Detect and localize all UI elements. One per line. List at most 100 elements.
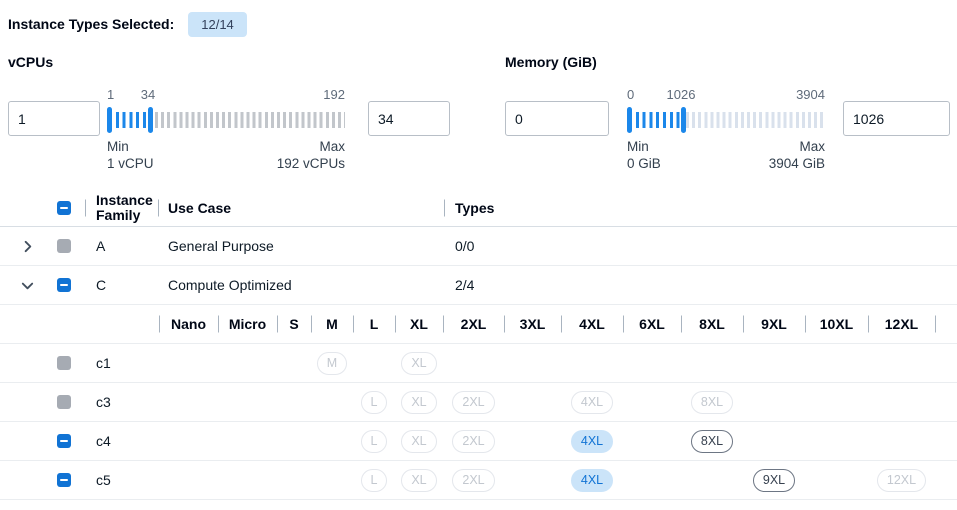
- chip-c4-l: L: [360, 429, 388, 453]
- vcpus-max-label: Max: [319, 139, 345, 154]
- size-header-10xl: 10XL: [805, 305, 868, 343]
- vcpus-inactive-ticks: [155, 112, 345, 128]
- family-a-name: A: [96, 238, 106, 254]
- vcpus-scale-labels: 1 34 192: [107, 87, 345, 105]
- chip-c5-9xl[interactable]: 9XL: [752, 468, 796, 492]
- vcpus-label: vCPUs: [8, 54, 54, 70]
- size-header-6xl: 6XL: [623, 305, 681, 343]
- vcpus-max-input[interactable]: [368, 101, 450, 136]
- chip-c4-xl: XL: [401, 429, 437, 453]
- instance-c5-checkbox[interactable]: [57, 473, 71, 487]
- vcpus-min-label: Min: [107, 139, 129, 154]
- chip-c1-m: M: [316, 351, 348, 375]
- size-header-micro: Micro: [218, 305, 277, 343]
- chip-c4-8xl[interactable]: 8XL: [690, 429, 734, 453]
- instance-row-c1: c1 M XL: [0, 344, 957, 383]
- vcpus-minmax-labels: Min 1 vCPU Max 192 vCPUs: [107, 138, 345, 172]
- size-header-xl: XL: [395, 305, 443, 343]
- chip-c1-xl: XL: [401, 351, 437, 375]
- select-all-checkbox[interactable]: [57, 201, 71, 215]
- vcpus-scale-current: 34: [140, 87, 156, 102]
- memory-max-label: Max: [799, 139, 825, 154]
- family-a-types-count: 0/0: [455, 238, 475, 254]
- family-c-types-count: 2/4: [455, 277, 475, 293]
- memory-scale-labels: 0 1026 3904: [627, 87, 825, 105]
- family-c-name: C: [96, 277, 107, 293]
- memory-scale-start: 0: [627, 87, 635, 102]
- vcpus-min-handle[interactable]: [107, 107, 112, 133]
- instance-family-table: Instance Family Use Case Types A General…: [0, 190, 957, 500]
- memory-max-input[interactable]: [843, 101, 950, 136]
- vcpus-min-sublabel: 1 vCPU: [107, 156, 154, 171]
- size-header-nano: Nano: [159, 305, 218, 343]
- memory-min-input[interactable]: [505, 101, 609, 136]
- chip-c5-xl: XL: [401, 468, 437, 492]
- size-header-row: Nano Micro S M L XL 2XL 3XL 4XL 6XL 8XL …: [0, 305, 957, 344]
- memory-min-handle[interactable]: [627, 107, 632, 133]
- memory-scale-current: 1026: [666, 87, 696, 102]
- chevron-down-icon: [21, 282, 34, 289]
- instance-row-c4: c4 L XL 2XL 4XL 8XL: [0, 422, 957, 461]
- instance-c3-name: c3: [96, 394, 111, 410]
- column-header-use-case: Use Case: [158, 190, 444, 226]
- vcpus-slider-track[interactable]: [107, 107, 345, 133]
- memory-filter: Memory (GiB) 0 1026 3904 Min: [505, 54, 950, 172]
- size-header-4xl: 4XL: [561, 305, 623, 343]
- instance-c4-name: c4: [96, 433, 111, 449]
- memory-label: Memory (GiB): [505, 54, 597, 70]
- size-header-8xl: 8XL: [681, 305, 743, 343]
- chip-c4-2xl: 2XL: [452, 429, 495, 453]
- filters-section: vCPUs 1 34 192 Min 1 vCPU: [0, 54, 957, 172]
- instance-c1-checkbox[interactable]: [57, 356, 71, 370]
- size-header-9xl: 9XL: [743, 305, 805, 343]
- chip-c5-2xl: 2XL: [452, 468, 495, 492]
- family-a-use-case: General Purpose: [168, 238, 274, 254]
- chip-c5-l: L: [360, 468, 388, 492]
- instance-c4-checkbox[interactable]: [57, 434, 71, 448]
- collapse-family-c-button[interactable]: [0, 266, 35, 304]
- column-header-instance-family: Instance Family: [85, 190, 158, 226]
- vcpus-slider: 1 34 192 Min 1 vCPU Max: [107, 87, 345, 172]
- size-header-12xl: 12XL: [868, 305, 935, 343]
- instance-types-selected-label: Instance Types Selected:: [8, 16, 175, 32]
- chip-c3-xl: XL: [401, 390, 437, 414]
- chip-c3-l: L: [360, 390, 388, 414]
- vcpus-scale-end: 192: [323, 87, 345, 102]
- size-header-l: L: [353, 305, 395, 343]
- family-c-checkbox[interactable]: [57, 278, 71, 292]
- memory-min-label: Min: [627, 139, 649, 154]
- memory-minmax-labels: Min 0 GiB Max 3904 GiB: [627, 138, 825, 172]
- family-row-c: C Compute Optimized 2/4: [0, 266, 957, 305]
- memory-max-handle[interactable]: [681, 107, 686, 133]
- memory-min-sublabel: 0 GiB: [627, 156, 661, 171]
- size-header-2xl: 2XL: [443, 305, 504, 343]
- chip-c5-4xl[interactable]: 4XL: [570, 468, 614, 492]
- vcpus-scale-start: 1: [107, 87, 115, 102]
- memory-active-ticks: [629, 112, 684, 128]
- vcpus-filter: vCPUs 1 34 192 Min 1 vCPU: [8, 54, 450, 172]
- instance-row-c5: c5 L XL 2XL 4XL 9XL 12XL: [0, 461, 957, 500]
- memory-slider-track[interactable]: [627, 107, 825, 133]
- column-header-types: Types: [444, 190, 957, 226]
- table-header-row: Instance Family Use Case Types: [0, 190, 957, 227]
- family-c-use-case: Compute Optimized: [168, 277, 292, 293]
- instance-c1-name: c1: [96, 355, 111, 371]
- family-row-a: A General Purpose 0/0: [0, 227, 957, 266]
- chip-c3-8xl: 8XL: [690, 390, 734, 414]
- vcpus-active-ticks: [109, 112, 153, 128]
- chip-c3-2xl: 2XL: [452, 390, 495, 414]
- memory-slider: 0 1026 3904 Min 0 GiB Max: [627, 87, 825, 172]
- chip-c3-4xl: 4XL: [570, 390, 614, 414]
- chip-c5-12xl: 12XL: [876, 468, 927, 492]
- chip-c4-4xl[interactable]: 4XL: [570, 429, 614, 453]
- topbar: Instance Types Selected: 12/14: [8, 10, 957, 38]
- family-a-checkbox[interactable]: [57, 239, 71, 253]
- instance-c3-checkbox[interactable]: [57, 395, 71, 409]
- instance-c5-name: c5: [96, 472, 111, 488]
- chevron-right-icon: [24, 240, 32, 252]
- vcpus-min-input[interactable]: [8, 101, 100, 136]
- vcpus-max-handle[interactable]: [148, 107, 153, 133]
- memory-max-sublabel: 3904 GiB: [768, 156, 825, 171]
- expand-family-a-button[interactable]: [0, 227, 35, 265]
- memory-inactive-ticks: [686, 112, 825, 128]
